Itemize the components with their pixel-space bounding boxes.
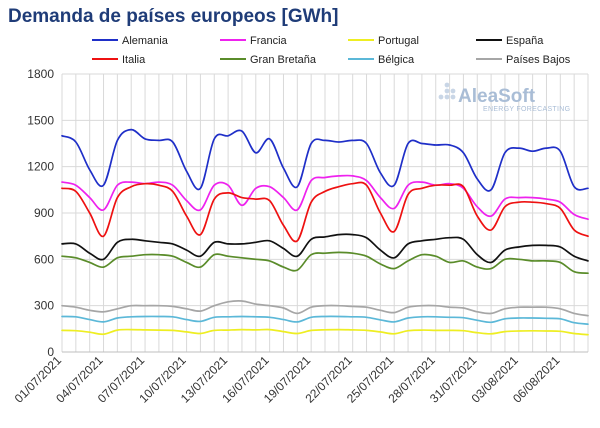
watermark-tagline: ENERGY FORECASTING xyxy=(483,106,570,113)
legend-item-italia: Italia xyxy=(92,54,146,66)
y-tick-label: 1200 xyxy=(27,160,54,174)
series-line-italia xyxy=(61,181,589,243)
grid xyxy=(61,73,589,353)
legend-item-gran-bretana: Gran Bretaña xyxy=(220,54,317,66)
y-tick-label: 900 xyxy=(34,206,54,220)
series-line-alemania xyxy=(61,128,589,192)
x-axis-ticks: 01/07/202104/07/202107/07/202110/07/2021… xyxy=(12,353,563,406)
legend-item-paises-bajos: Países Bajos xyxy=(476,54,571,66)
series-line-belgica xyxy=(61,315,589,326)
legend-label: Gran Bretaña xyxy=(250,54,317,66)
legend-label: España xyxy=(506,35,544,47)
legend-item-alemania: Alemania xyxy=(92,35,169,47)
y-axis-ticks: 0 300 600 900 1200 1500 1800 xyxy=(27,67,54,359)
legend-label: Italia xyxy=(122,54,146,66)
legend-item-belgica: Bélgica xyxy=(348,54,415,66)
chart-title: Demanda de países europeos [GWh] xyxy=(8,6,339,27)
legend-label: Francia xyxy=(250,35,288,47)
aleasoft-logo-icon xyxy=(438,82,456,100)
series-line-gran-bretana xyxy=(61,251,589,275)
y-tick-label: 600 xyxy=(34,252,54,266)
legend-item-francia: Francia xyxy=(220,35,288,47)
y-tick-label: 1500 xyxy=(27,113,54,127)
legend-label: Alemania xyxy=(122,35,169,47)
legend: Alemania Francia Portugal España Italia Gran … xyxy=(92,35,571,66)
legend-label: Bélgica xyxy=(378,54,415,66)
series-line-portugal xyxy=(61,328,589,336)
series-line-espana xyxy=(61,233,589,264)
y-tick-label: 1800 xyxy=(27,67,54,81)
y-tick-label: 0 xyxy=(47,345,54,359)
series-lines xyxy=(61,128,589,336)
series-line-paises-bajos xyxy=(61,299,589,317)
legend-label: Países Bajos xyxy=(506,54,571,66)
y-tick-label: 300 xyxy=(34,299,54,313)
legend-label: Portugal xyxy=(378,35,419,47)
legend-item-espana: España xyxy=(476,35,544,47)
watermark-brand: AleaSoft xyxy=(458,86,536,107)
legend-item-portugal: Portugal xyxy=(348,35,419,47)
aleasoft-watermark: AleaSoft ENERGY FORECASTING xyxy=(438,82,570,113)
